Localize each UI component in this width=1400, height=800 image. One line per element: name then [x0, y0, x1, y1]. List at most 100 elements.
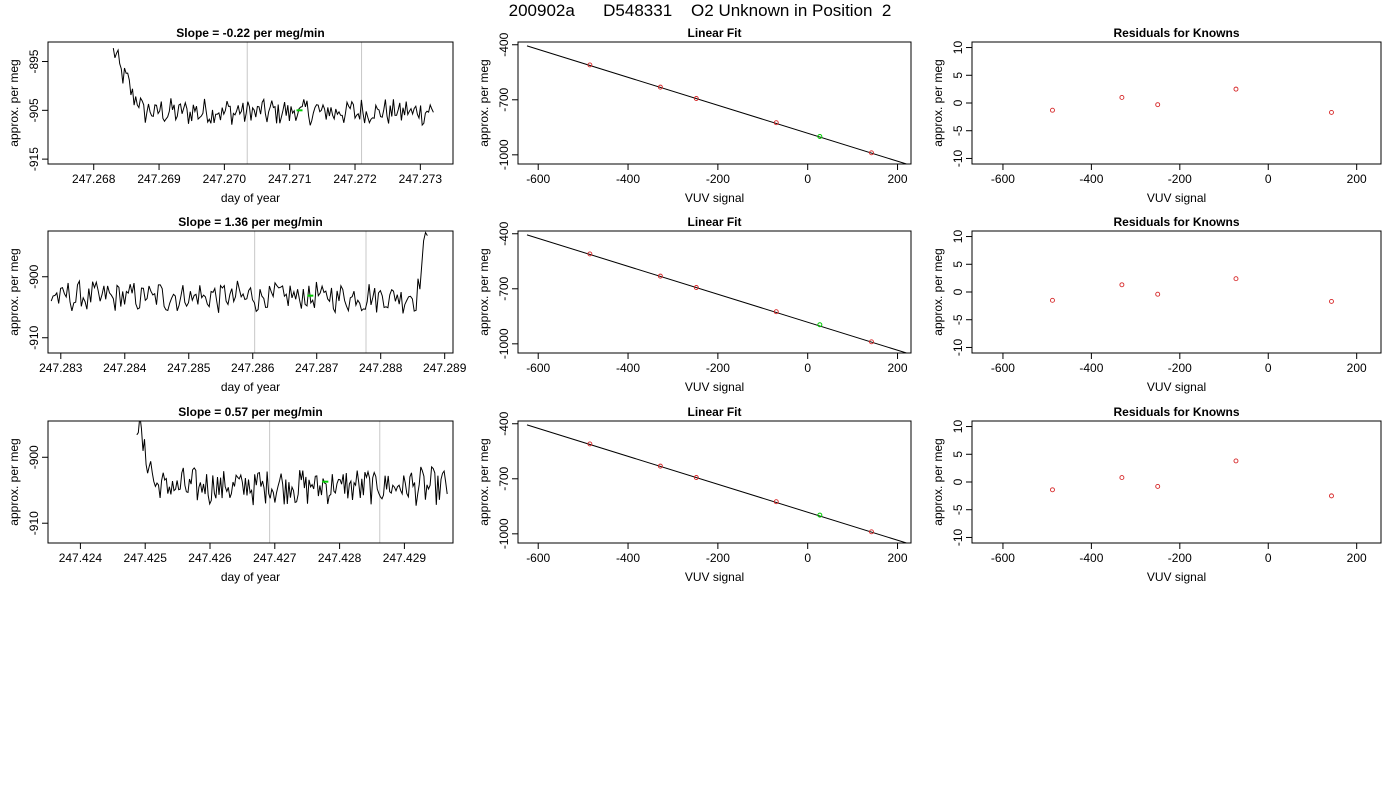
plot-frame [47, 420, 454, 544]
x-tick-label: 247.268 [72, 172, 116, 186]
x-tick-label: 247.286 [231, 361, 275, 375]
y-tick-label: -5 [951, 504, 965, 515]
x-tick-label: 247.272 [333, 172, 377, 186]
y-axis-label: approx. per meg [931, 59, 945, 146]
y-tick-label: -400 [497, 411, 511, 435]
known-point [587, 441, 593, 447]
known-point [587, 251, 593, 257]
x-tick-label: 247.269 [137, 172, 181, 186]
y-tick-label: -5 [951, 314, 965, 325]
x-tick-label: 247.289 [423, 361, 467, 375]
y-tick-label: -900 [27, 445, 41, 469]
y-axis-label: approx. per meg [7, 248, 21, 335]
known-point [657, 463, 663, 469]
x-tick-label: -200 [1168, 551, 1192, 565]
x-tick-label: 247.287 [295, 361, 339, 375]
series-line [112, 48, 434, 127]
x-axis-label: VUV signal [685, 191, 744, 205]
known-point [1050, 107, 1055, 113]
x-tick-label: 0 [1265, 172, 1272, 186]
y-tick-label: -910 [27, 511, 41, 535]
x-tick-label: 200 [888, 551, 908, 565]
y-tick-label: 10 [951, 420, 965, 434]
panel-title: Slope = 1.36 per meg/min [178, 215, 322, 229]
plot-frame [517, 230, 912, 354]
panel-title: Residuals for Knowns [1113, 26, 1239, 40]
y-tick-label: -10 [951, 149, 965, 167]
x-axis-label: VUV signal [1147, 191, 1206, 205]
known-point [1233, 86, 1239, 92]
x-tick-label: -200 [706, 172, 730, 186]
x-tick-label: 247.428 [318, 551, 362, 565]
x-tick-label: 200 [888, 361, 908, 375]
plot-frame [47, 41, 454, 165]
x-tick-label: -600 [991, 172, 1015, 186]
fit-line [526, 424, 907, 543]
known-point [869, 339, 874, 345]
x-tick-label: -400 [616, 551, 640, 565]
known-point [1155, 102, 1161, 108]
x-axis-label: VUV signal [685, 380, 744, 394]
panel-r3-residuals: Residuals for Knowns -600 -400 -200 0 200 10 5 0… [931, 405, 1382, 584]
y-tick-label: -700 [497, 466, 511, 490]
x-tick-label: 247.270 [203, 172, 247, 186]
unknown-point [817, 512, 823, 518]
x-tick-label: 0 [804, 551, 811, 565]
plot-frame [971, 420, 1382, 544]
x-tick-label: 247.425 [124, 551, 168, 565]
y-tick-label: -1000 [497, 139, 511, 170]
y-tick-label: -910 [27, 325, 41, 349]
x-tick-label: 0 [1265, 361, 1272, 375]
known-point [773, 309, 779, 315]
x-tick-label: 247.288 [359, 361, 403, 375]
x-axis-label: VUV signal [685, 570, 744, 584]
series-line [136, 421, 448, 506]
x-tick-label: 247.426 [188, 551, 232, 565]
known-point [1155, 291, 1161, 297]
fit-line [526, 234, 907, 353]
panel-r2-residuals: Residuals for Knowns -600 -400 -200 0 200 10 5 0… [931, 215, 1382, 394]
y-tick-label: -900 [27, 264, 41, 288]
known-point [773, 499, 779, 505]
known-point [1119, 475, 1125, 481]
x-tick-label: 0 [804, 172, 811, 186]
x-tick-label: -400 [1079, 361, 1103, 375]
x-tick-label: 247.273 [399, 172, 443, 186]
x-tick-label: 247.429 [383, 551, 427, 565]
y-tick-label: 5 [951, 72, 965, 79]
fit-line [526, 45, 907, 164]
x-axis-label: VUV signal [1147, 380, 1206, 394]
y-tick-label: 0 [951, 478, 965, 485]
unknown-point [817, 133, 823, 139]
y-tick-label: -10 [951, 528, 965, 546]
y-tick-label: -905 [27, 98, 41, 122]
known-point [1329, 493, 1334, 499]
panel-r3-linfit: Linear Fit -600 -400 -200 0 200 -400 -700 -1000 V… [477, 405, 912, 584]
panel-r3-timeseries: Slope = 0.57 per meg/min 247.424 247.425 24… [7, 405, 454, 584]
y-axis-label: approx. per meg [931, 248, 945, 335]
panel-title: Linear Fit [687, 26, 741, 40]
panel-r1-linfit: Linear Fit -600 -400 -200 0 200 -400 -700 -1000 V… [477, 26, 912, 205]
known-point [693, 475, 699, 480]
y-tick-label: -895 [27, 49, 41, 73]
known-point [1155, 483, 1161, 489]
known-point [693, 96, 699, 101]
panel-title: Slope = 0.57 per meg/min [178, 405, 322, 419]
known-point [693, 285, 699, 290]
known-point [1119, 282, 1125, 288]
x-tick-label: -600 [526, 172, 550, 186]
plot-frame [47, 230, 454, 354]
x-tick-label: -400 [1079, 551, 1103, 565]
x-axis-label: day of year [221, 570, 280, 584]
y-tick-label: 10 [951, 230, 965, 244]
y-tick-label: -700 [497, 87, 511, 111]
y-tick-label: 5 [951, 261, 965, 268]
x-tick-label: -200 [706, 551, 730, 565]
x-tick-label: 200 [1347, 551, 1367, 565]
x-tick-label: -200 [1168, 172, 1192, 186]
known-point [657, 84, 663, 90]
known-point [1233, 458, 1239, 464]
x-tick-label: -400 [616, 361, 640, 375]
y-axis-label: approx. per meg [7, 59, 21, 146]
x-tick-label: 0 [1265, 551, 1272, 565]
